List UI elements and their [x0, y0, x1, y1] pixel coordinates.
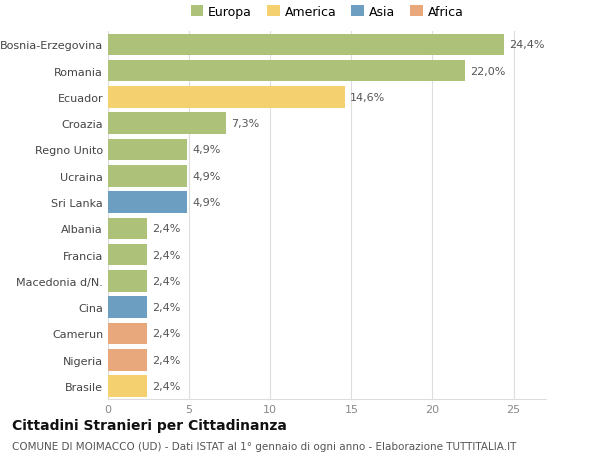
Bar [108, 140, 187, 161]
Text: 4,9%: 4,9% [193, 145, 221, 155]
Text: 24,4%: 24,4% [509, 40, 544, 50]
Text: 4,9%: 4,9% [193, 198, 221, 207]
Bar [108, 218, 147, 240]
Text: COMUNE DI MOIMACCO (UD) - Dati ISTAT al 1° gennaio di ogni anno - Elaborazione T: COMUNE DI MOIMACCO (UD) - Dati ISTAT al … [12, 441, 517, 451]
Bar [108, 323, 147, 345]
Bar [108, 349, 147, 371]
Text: 22,0%: 22,0% [470, 67, 505, 77]
Bar [108, 87, 345, 108]
Bar [108, 113, 226, 134]
Text: 2,4%: 2,4% [152, 302, 180, 313]
Text: 2,4%: 2,4% [152, 276, 180, 286]
Legend: Europa, America, Asia, Africa: Europa, America, Asia, Africa [187, 2, 467, 22]
Text: 2,4%: 2,4% [152, 355, 180, 365]
Bar [108, 244, 147, 266]
Bar [108, 166, 187, 187]
Bar [108, 375, 147, 397]
Text: 2,4%: 2,4% [152, 224, 180, 234]
Text: 2,4%: 2,4% [152, 329, 180, 339]
Text: 7,3%: 7,3% [231, 119, 260, 129]
Bar [108, 192, 187, 213]
Text: 14,6%: 14,6% [350, 93, 385, 103]
Bar [108, 297, 147, 318]
Text: 2,4%: 2,4% [152, 381, 180, 391]
Text: Cittadini Stranieri per Cittadinanza: Cittadini Stranieri per Cittadinanza [12, 418, 287, 431]
Text: 2,4%: 2,4% [152, 250, 180, 260]
Text: 4,9%: 4,9% [193, 171, 221, 181]
Bar [108, 270, 147, 292]
Bar [108, 34, 504, 56]
Bar [108, 61, 465, 82]
